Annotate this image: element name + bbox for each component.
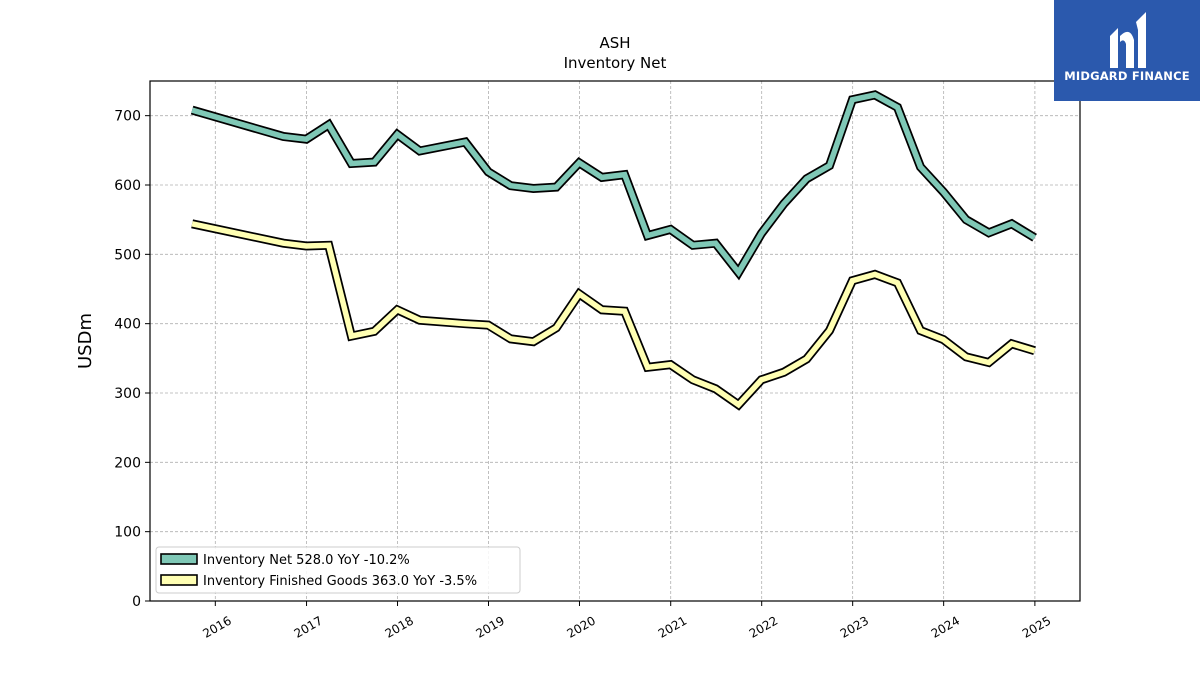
x-tick-label: 2018 [383, 613, 416, 640]
y-tick-label: 100 [114, 525, 141, 541]
chart-subtitle: Inventory Net [564, 54, 667, 72]
brand-name: MIDGARD FINANCE [1064, 69, 1190, 83]
legend-swatch [160, 574, 198, 586]
x-tick-label: 2020 [565, 613, 598, 640]
x-tick-label: 2017 [292, 613, 325, 640]
y-tick-label: 600 [114, 178, 141, 194]
y-tick-label: 300 [114, 386, 141, 402]
brand-logo-icon [1110, 12, 1146, 68]
x-tick-label: 2021 [656, 613, 689, 640]
x-tick-label: 2025 [1020, 613, 1053, 640]
x-axis: 2016 2017 2018 2019 2020 2021 2022 2023 2024 2025 [200, 601, 1053, 641]
legend: Inventory Net 528.0 YoY -10.2% Inventory … [155, 546, 521, 594]
series-lines [190, 90, 1037, 411]
legend-box [155, 546, 521, 594]
chart-title: ASH [599, 34, 630, 52]
x-tick-label: 2016 [200, 613, 233, 640]
y-tick-label: 500 [114, 247, 141, 263]
y-tick-label: 0 [132, 594, 141, 610]
legend-label: Inventory Net 528.0 YoY -10.2% [203, 553, 410, 568]
plot-frame [149, 80, 1081, 602]
y-tick-label: 200 [114, 455, 141, 471]
y-tick-label: 700 [114, 109, 141, 125]
x-tick-label: 2023 [838, 613, 871, 640]
x-tick-label: 2022 [747, 613, 780, 640]
series-line [191, 91, 1037, 278]
series-2 [191, 219, 1036, 411]
y-axis: 0 100 200 300 400 500 600 700 [114, 109, 150, 610]
legend-swatch [160, 553, 198, 565]
legend-label: Inventory Finished Goods 363.0 YoY -3.5% [203, 574, 477, 589]
series-line-outline [191, 219, 1036, 411]
series-1 [190, 90, 1037, 281]
brand-logo: MIDGARD FINANCE [1054, 0, 1200, 101]
y-tick-label: 400 [114, 317, 141, 333]
x-tick-label: 2019 [474, 613, 507, 640]
series-line [191, 221, 1036, 409]
y-axis-label: USDm [75, 313, 96, 369]
x-tick-label: 2024 [929, 613, 962, 640]
